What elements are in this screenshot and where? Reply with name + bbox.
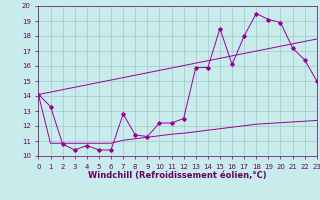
X-axis label: Windchill (Refroidissement éolien,°C): Windchill (Refroidissement éolien,°C) xyxy=(88,171,267,180)
